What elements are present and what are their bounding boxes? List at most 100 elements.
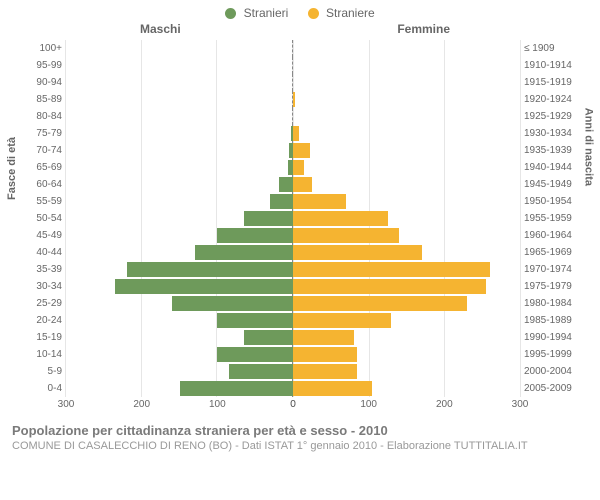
y-axis-title-left: Fasce di età bbox=[6, 137, 18, 200]
age-label: 60-64 bbox=[20, 179, 66, 190]
female-half bbox=[293, 57, 520, 74]
age-label: 90-94 bbox=[20, 77, 66, 88]
chart-rows: 100+≤ 190995-991910-191490-941915-191985… bbox=[20, 40, 580, 397]
male-half bbox=[66, 261, 293, 278]
birth-year-label: 1925-1929 bbox=[520, 111, 584, 122]
age-label: 70-74 bbox=[20, 145, 66, 156]
female-half bbox=[293, 91, 520, 108]
female-bar bbox=[293, 296, 467, 311]
table-row: 35-391970-1974 bbox=[20, 261, 580, 278]
female-bar bbox=[293, 330, 354, 345]
male-bar bbox=[217, 228, 293, 243]
age-label: 30-34 bbox=[20, 281, 66, 292]
male-bar bbox=[115, 279, 293, 294]
male-half bbox=[66, 380, 293, 397]
female-half bbox=[293, 159, 520, 176]
female-bar bbox=[293, 262, 490, 277]
table-row: 50-541955-1959 bbox=[20, 210, 580, 227]
male-bar bbox=[172, 296, 293, 311]
population-pyramid: Maschi Femmine Fasce di età Anni di nasc… bbox=[20, 22, 580, 413]
male-half bbox=[66, 363, 293, 380]
female-bar bbox=[293, 92, 295, 107]
age-label: 75-79 bbox=[20, 128, 66, 139]
table-row: 80-841925-1929 bbox=[20, 108, 580, 125]
male-bar bbox=[229, 364, 293, 379]
female-half bbox=[293, 329, 520, 346]
birth-year-label: 1980-1984 bbox=[520, 298, 584, 309]
table-row: 15-191990-1994 bbox=[20, 329, 580, 346]
female-half bbox=[293, 142, 520, 159]
legend-female: Straniere bbox=[308, 6, 375, 20]
male-half bbox=[66, 108, 293, 125]
male-half bbox=[66, 244, 293, 261]
birth-year-label: 2005-2009 bbox=[520, 383, 584, 394]
male-half bbox=[66, 312, 293, 329]
age-label: 80-84 bbox=[20, 111, 66, 122]
age-label: 55-59 bbox=[20, 196, 66, 207]
age-label: 40-44 bbox=[20, 247, 66, 258]
table-row: 65-691940-1944 bbox=[20, 159, 580, 176]
female-half bbox=[293, 210, 520, 227]
birth-year-label: 1935-1939 bbox=[520, 145, 584, 156]
caption-subtitle: COMUNE DI CASALECCHIO DI RENO (BO) - Dat… bbox=[12, 440, 588, 452]
table-row: 90-941915-1919 bbox=[20, 74, 580, 91]
x-axis-right: 0100200300 bbox=[293, 399, 520, 413]
male-bar bbox=[180, 381, 294, 396]
birth-year-label: 1960-1964 bbox=[520, 230, 584, 241]
male-half bbox=[66, 278, 293, 295]
male-half bbox=[66, 295, 293, 312]
female-half bbox=[293, 312, 520, 329]
female-half bbox=[293, 244, 520, 261]
birth-year-label: 1985-1989 bbox=[520, 315, 584, 326]
age-label: 100+ bbox=[20, 43, 66, 54]
legend: Stranieri Straniere bbox=[0, 0, 600, 22]
x-tick-right: 100 bbox=[360, 399, 377, 410]
female-bar bbox=[293, 279, 486, 294]
table-row: 85-891920-1924 bbox=[20, 91, 580, 108]
x-axis: 0100200300 0100200300 bbox=[20, 399, 580, 413]
age-label: 35-39 bbox=[20, 264, 66, 275]
section-label-female: Femmine bbox=[397, 22, 450, 36]
x-tick-right: 300 bbox=[512, 399, 529, 410]
female-half bbox=[293, 176, 520, 193]
female-half bbox=[293, 346, 520, 363]
male-half bbox=[66, 142, 293, 159]
caption: Popolazione per cittadinanza straniera p… bbox=[12, 423, 588, 452]
legend-male: Stranieri bbox=[225, 6, 288, 20]
male-bar bbox=[244, 330, 293, 345]
female-half bbox=[293, 74, 520, 91]
legend-female-label: Straniere bbox=[326, 6, 375, 20]
male-bar bbox=[217, 313, 293, 328]
legend-male-swatch bbox=[225, 8, 236, 19]
female-bar bbox=[293, 364, 357, 379]
birth-year-label: 1940-1944 bbox=[520, 162, 584, 173]
age-label: 5-9 bbox=[20, 366, 66, 377]
male-half bbox=[66, 57, 293, 74]
birth-year-label: 1910-1914 bbox=[520, 60, 584, 71]
birth-year-label: 2000-2004 bbox=[520, 366, 584, 377]
age-label: 15-19 bbox=[20, 332, 66, 343]
x-tick-left: 300 bbox=[58, 399, 75, 410]
age-label: 0-4 bbox=[20, 383, 66, 394]
table-row: 70-741935-1939 bbox=[20, 142, 580, 159]
age-label: 20-24 bbox=[20, 315, 66, 326]
male-bar bbox=[279, 177, 293, 192]
x-tick-left: 100 bbox=[209, 399, 226, 410]
male-bar bbox=[195, 245, 293, 260]
female-half bbox=[293, 40, 520, 57]
birth-year-label: 1990-1994 bbox=[520, 332, 584, 343]
male-half bbox=[66, 329, 293, 346]
table-row: 45-491960-1964 bbox=[20, 227, 580, 244]
birth-year-label: 1965-1969 bbox=[520, 247, 584, 258]
table-row: 10-141995-1999 bbox=[20, 346, 580, 363]
female-bar bbox=[293, 177, 312, 192]
male-bar bbox=[217, 347, 293, 362]
age-label: 10-14 bbox=[20, 349, 66, 360]
male-bar bbox=[127, 262, 293, 277]
male-bar bbox=[244, 211, 293, 226]
male-half bbox=[66, 176, 293, 193]
male-half bbox=[66, 40, 293, 57]
table-row: 60-641945-1949 bbox=[20, 176, 580, 193]
birth-year-label: 1970-1974 bbox=[520, 264, 584, 275]
legend-female-swatch bbox=[308, 8, 319, 19]
